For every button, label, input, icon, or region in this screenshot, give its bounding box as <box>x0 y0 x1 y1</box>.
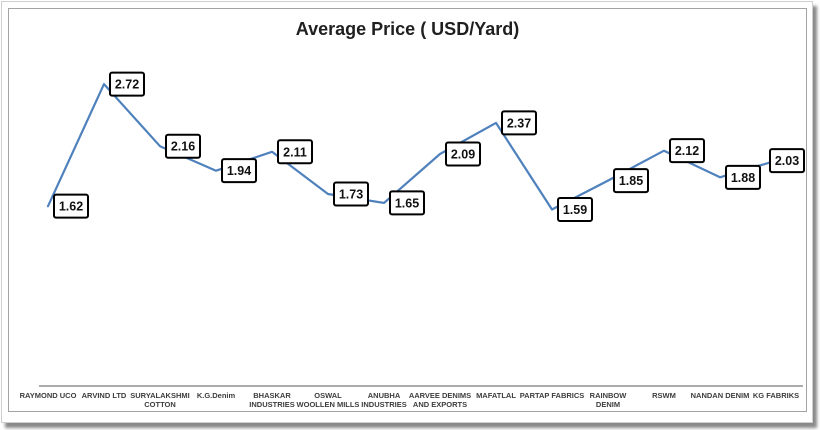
data-label-box <box>725 164 761 190</box>
data-label-value: 2.72 <box>115 78 139 92</box>
data-label-box <box>445 141 481 167</box>
category-label: INDUSTRIES <box>361 400 406 409</box>
category-label: INDUSTRIES <box>249 400 294 409</box>
category-label: AARVEE DENIMS <box>409 391 471 400</box>
category-label: BHASKAR <box>253 391 291 400</box>
data-label-box <box>277 139 313 165</box>
data-label-value: 1.88 <box>731 171 755 185</box>
data-label-value: 1.73 <box>339 187 363 201</box>
data-label-value: 1.65 <box>395 196 419 210</box>
data-label-box <box>165 133 201 159</box>
data-label-value: 1.59 <box>563 203 587 217</box>
data-label-box <box>613 168 649 194</box>
category-label: AND EXPORTS <box>413 400 467 409</box>
data-label-box <box>53 193 89 219</box>
data-label-box <box>557 197 593 223</box>
data-label-box <box>109 71 145 97</box>
category-label: COTTON <box>144 400 176 409</box>
data-label-box <box>769 148 805 174</box>
category-label: RAYMOND UCO <box>20 391 77 400</box>
data-label-value: 1.94 <box>227 164 251 178</box>
category-label: RSWM <box>652 391 676 400</box>
category-label: DENIM <box>596 400 620 409</box>
category-label: ANUBHA <box>368 391 401 400</box>
category-label: RAINBOW <box>590 391 628 400</box>
category-label: K.G.Denim <box>197 391 236 400</box>
data-label-value: 1.62 <box>59 200 83 214</box>
data-label-box <box>333 181 369 207</box>
data-label-value: 2.37 <box>507 116 531 130</box>
category-label: MAFATLAL <box>476 391 516 400</box>
category-label: ARVIND LTD <box>82 391 127 400</box>
data-label-box <box>501 110 537 136</box>
category-label: SURYALAKSHMI <box>130 391 189 400</box>
chart-image-card: Average Price ( USD/Yard) RAYMOND UCO ARV… <box>1 1 813 423</box>
chart-frame: Average Price ( USD/Yard) RAYMOND UCO ARV… <box>8 8 807 412</box>
data-label-value: 1.85 <box>619 174 643 188</box>
data-label-value: 2.11 <box>283 145 307 159</box>
data-label-value: 2.12 <box>675 144 699 158</box>
data-label-box <box>221 158 257 184</box>
data-label-box <box>669 138 705 164</box>
category-label: NANDAN DENIM <box>691 391 750 400</box>
category-label: WOOLLEN MILLS <box>297 400 360 409</box>
category-label: PARTAP FABRICS <box>520 391 585 400</box>
data-label-value: 2.16 <box>171 140 195 154</box>
data-label-value: 2.03 <box>775 154 799 168</box>
category-label: OSWAL <box>314 391 342 400</box>
data-label-value: 2.09 <box>451 148 475 162</box>
category-label: KG FABRIKS <box>753 391 799 400</box>
data-label-box <box>389 190 425 216</box>
